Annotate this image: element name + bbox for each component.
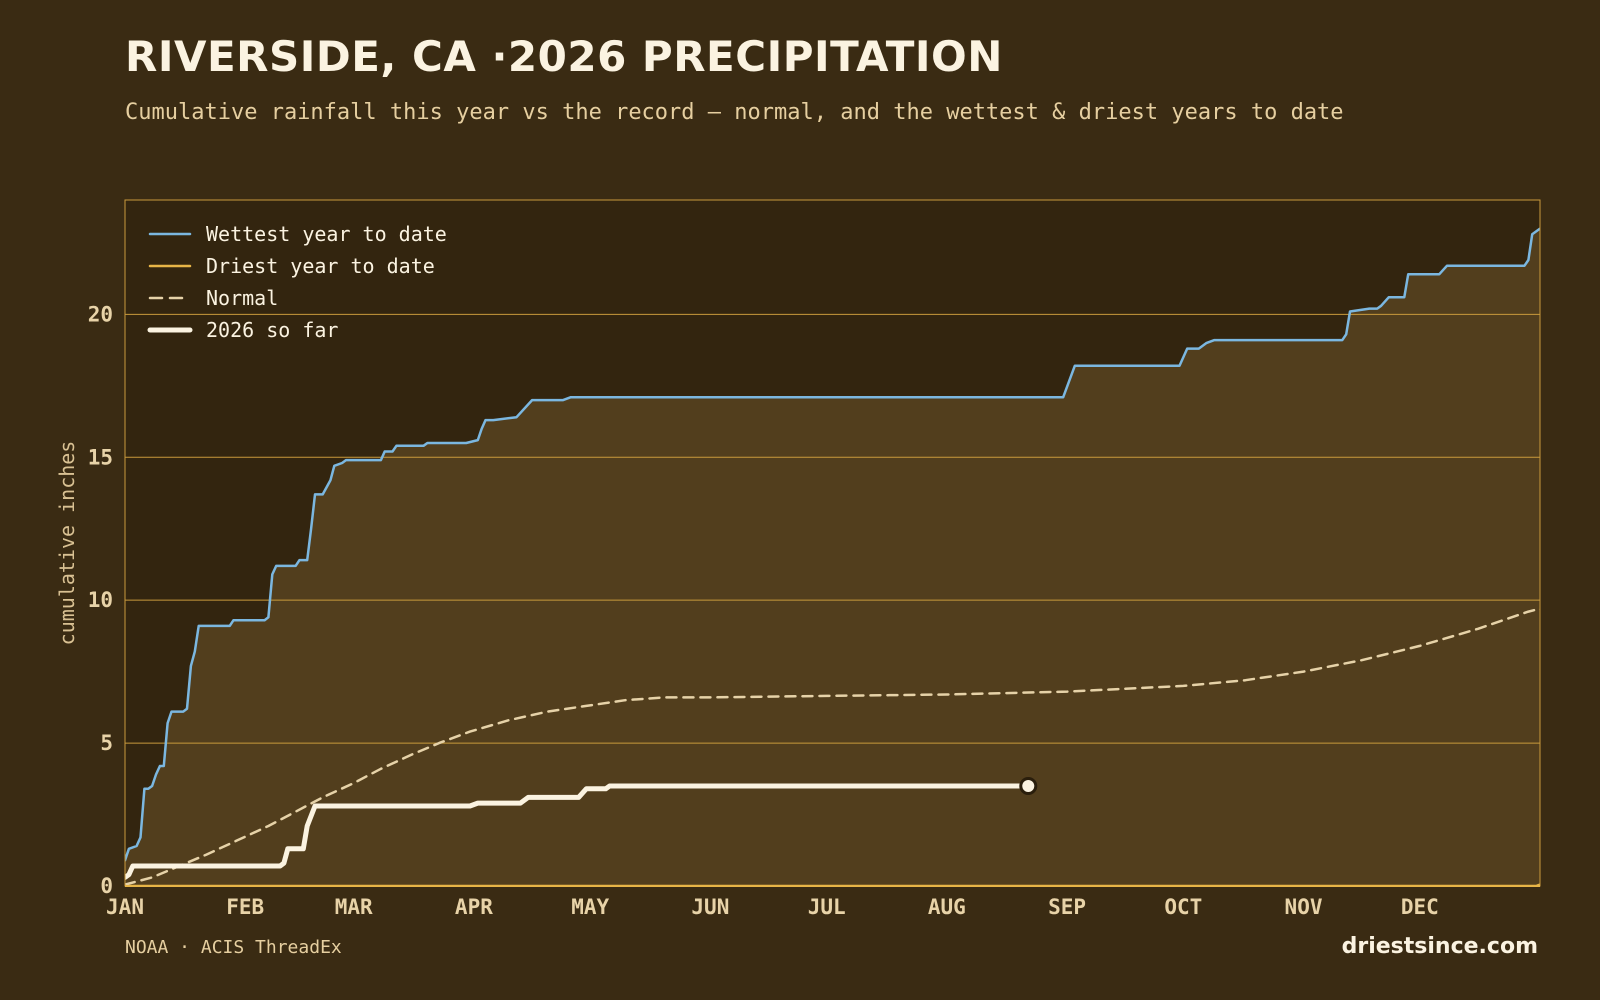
legend-label-driest: Driest year to date	[206, 254, 435, 278]
legend-label-current: 2026 so far	[206, 318, 338, 342]
x-tick-label: JUL	[808, 895, 846, 919]
x-tick-label: APR	[455, 895, 493, 919]
y-tick-label: 15	[88, 445, 113, 469]
y-tick-label: 5	[100, 731, 113, 755]
wettest-area	[125, 228, 1540, 886]
y-tick-label: 0	[100, 874, 113, 898]
x-tick-label: OCT	[1164, 895, 1202, 919]
x-tick-label: MAR	[335, 895, 373, 919]
y-tick-label: 20	[88, 302, 113, 326]
current-endpoint-marker	[1019, 776, 1038, 795]
source-credit: NOAA · ACIS ThreadEx	[125, 937, 342, 958]
x-tick-label: MAY	[571, 895, 609, 919]
legend-label-wettest: Wettest year to date	[206, 222, 447, 246]
chart-title: RIVERSIDE, CA ·2026 PRECIPITATION	[125, 32, 1003, 81]
x-tick-label: JUN	[691, 895, 729, 919]
x-tick-label: JAN	[106, 895, 144, 919]
x-tick-label: FEB	[226, 895, 264, 919]
x-tick-label: DEC	[1401, 895, 1439, 919]
x-tick-label: AUG	[928, 895, 966, 919]
y-axis-label: cumulative inches	[55, 441, 79, 646]
series-line-wettest	[125, 227, 1540, 862]
legend-label-normal: Normal	[206, 286, 278, 310]
x-tick-label: SEP	[1048, 895, 1086, 919]
series-line-normal	[125, 607, 1540, 886]
y-tick-label: 10	[88, 588, 113, 612]
chart-subtitle: Cumulative rainfall this year vs the rec…	[125, 100, 1344, 125]
brand-link[interactable]: driestsince.com	[1341, 934, 1538, 959]
x-tick-label: NOV	[1285, 895, 1323, 919]
series-line-current	[125, 783, 1031, 880]
